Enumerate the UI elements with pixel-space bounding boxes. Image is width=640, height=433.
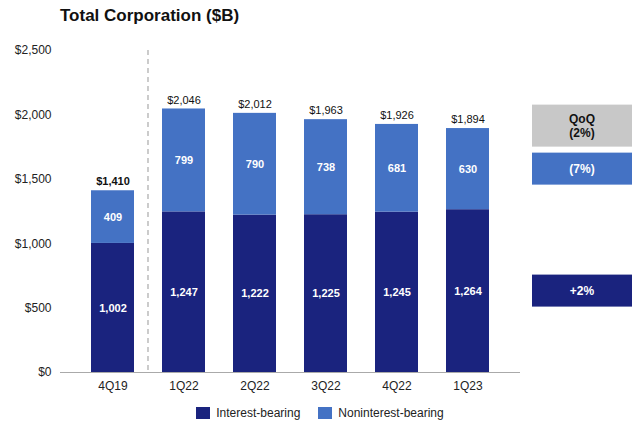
svg-text:3Q22: 3Q22 — [311, 379, 341, 393]
svg-text:2Q22: 2Q22 — [240, 379, 270, 393]
svg-text:$500: $500 — [25, 301, 52, 315]
svg-text:799: 799 — [175, 154, 193, 166]
svg-text:1,222: 1,222 — [241, 287, 269, 299]
svg-text:$2,000: $2,000 — [15, 108, 52, 122]
svg-text:681: 681 — [388, 162, 406, 174]
svg-text:1Q23: 1Q23 — [453, 379, 483, 393]
svg-text:$1,410: $1,410 — [96, 175, 130, 187]
svg-text:$2,500: $2,500 — [15, 43, 52, 57]
svg-text:409: 409 — [104, 211, 122, 223]
svg-text:$1,500: $1,500 — [15, 172, 52, 186]
svg-text:$2,046: $2,046 — [167, 93, 201, 105]
svg-text:$1,926: $1,926 — [380, 109, 414, 121]
svg-text:790: 790 — [246, 158, 264, 170]
svg-text:1,245: 1,245 — [383, 286, 411, 298]
svg-text:$1,963: $1,963 — [309, 104, 343, 116]
svg-text:$2,012: $2,012 — [238, 98, 272, 110]
svg-text:1,247: 1,247 — [170, 286, 198, 298]
svg-text:$0: $0 — [38, 365, 52, 379]
svg-text:4Q22: 4Q22 — [382, 379, 412, 393]
svg-text:1,225: 1,225 — [312, 287, 340, 299]
svg-text:$1,000: $1,000 — [15, 237, 52, 251]
html-text:Total Corporation ($B): Total Corporation ($B) — [60, 6, 240, 25]
svg-text:$1,894: $1,894 — [451, 113, 485, 125]
html-text:Interest-bearing: Interest-bearing — [216, 406, 301, 420]
svg-text:(7%): (7%) — [569, 162, 594, 176]
svg-text:738: 738 — [317, 161, 335, 173]
svg-text:+2%: +2% — [570, 284, 595, 298]
svg-text:1,002: 1,002 — [99, 301, 127, 313]
svg-text:1Q22: 1Q22 — [169, 379, 199, 393]
html-text:Noninterest-bearing: Noninterest-bearing — [338, 406, 444, 420]
svg-text:630: 630 — [459, 163, 477, 175]
svg-text:QoQ(2%): QoQ(2%) — [569, 112, 595, 140]
svg-text:1,264: 1,264 — [454, 285, 482, 297]
svg-text:4Q19: 4Q19 — [98, 379, 128, 393]
